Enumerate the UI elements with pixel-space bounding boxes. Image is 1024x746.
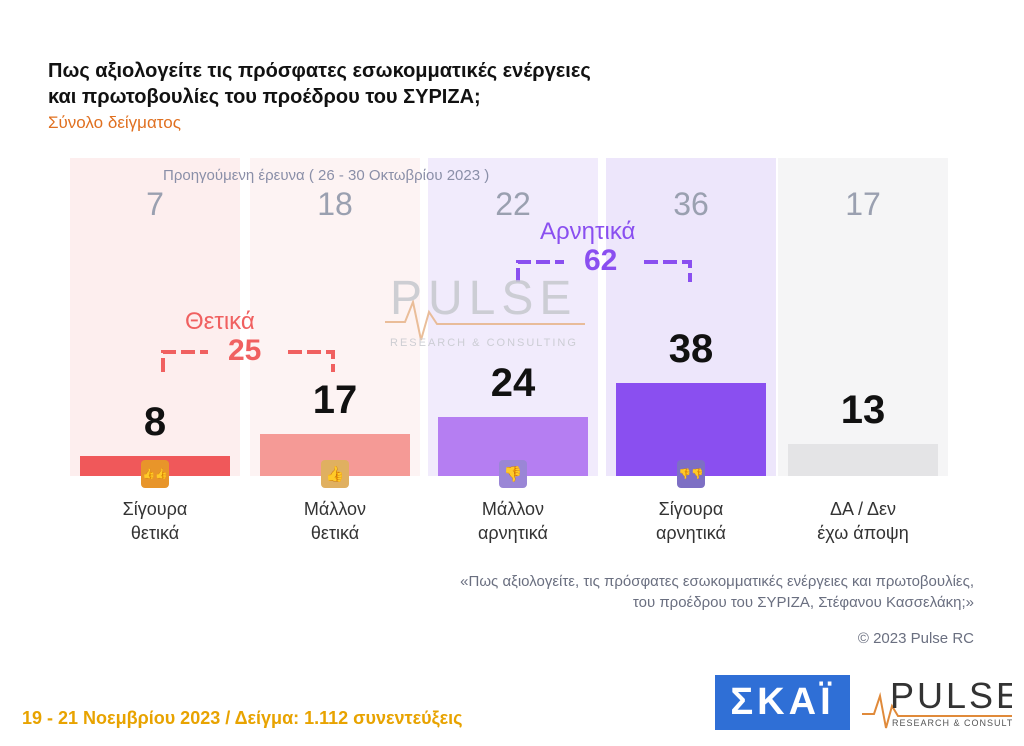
category-label-line: θετικά [130, 523, 180, 543]
double-thumbs-up-icon: 👍👍 [141, 460, 169, 488]
group-bracket [161, 350, 335, 372]
group-label: Θετικά [185, 308, 255, 335]
skai-logo: ΣΚΑΪ [715, 675, 850, 730]
quote-line-2: του προέδρου του ΣΥΡΙΖΑ, Στέφανου Κασσελ… [632, 594, 974, 611]
previous-value-label: 7 [146, 186, 164, 222]
title-line-1: Πως αξιολογείτε τις πρόσφατες εσωκομματι… [48, 60, 591, 82]
previous-value-label: 36 [673, 186, 709, 222]
category-label-line: Σίγουρα [658, 499, 724, 519]
category-label-line: ΔΑ / Δεν [829, 499, 897, 519]
value-label: 17 [312, 378, 358, 423]
group-total: 25 [228, 334, 262, 367]
pulse-watermark: PULSE RESEARCH & CONSULTING [385, 272, 585, 357]
column-background [250, 158, 420, 476]
watermark-tagline: RESEARCH & CONSULTING [390, 337, 578, 349]
question-quote: «Πως αξιολογείτε, τις πρόσφατες εσωκομμα… [460, 571, 974, 613]
survey-footer: 19 - 21 Νοεμβρίου 2023 / Δείγμα: 1.112 σ… [22, 708, 463, 728]
pulse-logo-brand: PULSE [890, 675, 1012, 716]
value-label: 8 [143, 400, 167, 445]
value-label: 24 [490, 361, 536, 406]
category-label: Μάλλον αρνητικά [433, 497, 593, 545]
category-label-line: έχω άποψη [817, 523, 909, 543]
pulse-logo: PULSE RESEARCH & CONSULTING [862, 672, 1024, 732]
category-label-line: Σίγουρα [122, 499, 188, 519]
group-bracket [516, 260, 692, 282]
title-line-2: και πρωτοβουλίες του προέδρου του ΣΥΡΙΖΑ… [48, 86, 481, 108]
double-thumbs-down-icon: 👎👎 [677, 460, 705, 488]
pulse-logo-tagline: RESEARCH & CONSULTING [892, 718, 1012, 728]
category-label-line: αρνητικά [478, 523, 548, 543]
category-label-line: Μάλλον [303, 499, 367, 519]
chart-subtitle: Σύνολο δείγματος [48, 113, 181, 132]
column-background [778, 158, 948, 476]
thumbs-down-icon: 👎 [499, 460, 527, 488]
quote-line-1: «Πως αξιολογείτε, τις πρόσφατες εσωκομμα… [460, 573, 974, 590]
pulse-logo-graphic: PULSE RESEARCH & CONSULTING [862, 675, 1024, 729]
value-label: 13 [840, 388, 886, 433]
group-total: 62 [584, 244, 618, 277]
category-label-line: Μάλλον [481, 499, 545, 519]
previous-value-label: 18 [317, 186, 353, 222]
watermark-brand: PULSE [390, 272, 577, 325]
category-label: Σίγουρα θετικά [75, 497, 235, 545]
column-background [70, 158, 240, 476]
category-label-line: θετικά [310, 523, 360, 543]
thumbs-up-icon: 👍 [321, 460, 349, 488]
previous-value-label: 22 [495, 186, 531, 222]
category-label: ΔΑ / Δεν έχω άποψη [783, 497, 943, 545]
chart-title: Πως αξιολογείτε τις πρόσφατες εσωκομματι… [48, 58, 591, 110]
category-label: Μάλλον θετικά [255, 497, 415, 545]
group-label: Αρνητικά [540, 218, 636, 245]
value-label: 38 [668, 326, 714, 371]
copyright: © 2023 Pulse RC [857, 630, 974, 647]
watermark-graphic: PULSE RESEARCH & CONSULTING [385, 272, 585, 349]
category-label: Σίγουρα αρνητικά [611, 497, 771, 545]
category-label-line: αρνητικά [656, 523, 726, 543]
bar [788, 444, 938, 476]
previous-survey-label: Προηγούμενη έρευνα ( 26 - 30 Οκτωβρίου 2… [163, 167, 490, 184]
previous-value-label: 17 [845, 186, 881, 222]
